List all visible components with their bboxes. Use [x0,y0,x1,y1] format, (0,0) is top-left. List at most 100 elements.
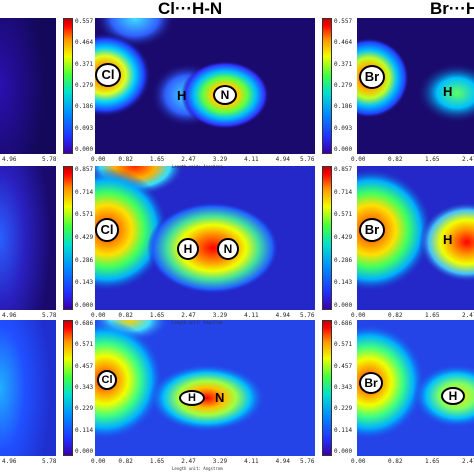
x-tick-label: 4.96 [2,312,17,319]
cl-atom-label: Cl [95,218,119,242]
colorbar-tick-label: 0.429 [75,234,94,241]
x-tick-label: 5.76 [300,458,315,465]
colorbar-row2-left [63,166,73,310]
x-tick-label: 3.29 [212,312,228,319]
colorbar-tick-label: 0.571 [75,341,94,349]
x-tick-label: 4.94 [275,458,291,465]
colorbar-row3-right [322,320,332,456]
x-tick-label: 0.82 [118,156,133,163]
colorbar-tick-label: 0.457 [334,362,353,370]
colorbar-tick-label: 0.286 [334,256,353,264]
colorbar-row3-left [63,320,73,456]
x-tick-label: 0.82 [388,312,403,319]
axis-unit-label: Length unit: Angstrom [172,320,223,325]
colorbar-tick-label: 0.457 [75,362,94,370]
x-tick-label: 0.82 [388,458,403,465]
x-tick-label: 5.76 [300,156,315,163]
map-center-row1: Cl H N [95,18,315,154]
x-tick-label: 5.78 [42,458,57,465]
colorbar-tick-label: 0.571 [334,341,353,349]
colorbar-tick-label: 0.093 [75,124,94,132]
x-tick-label: 0.00 [351,458,366,465]
x-tick-label: 2.47 [181,458,196,465]
axis-unit-label: Length unit: Angstrom [172,466,223,471]
colorbar-tick-label: 0.000 [334,146,353,153]
x-tick-label: 4.11 [244,156,259,163]
cl-atom-label: Cl [95,63,121,87]
x-tick-label: 4.11 [244,312,259,319]
colorbar-tick-label: 0.857 [75,166,94,173]
colorbar-tick-label: 0.343 [334,384,353,391]
title-br-h: Br···H [430,0,474,18]
cl-atom-label: Cl [97,370,117,390]
x-tick-label: 5.78 [42,312,57,319]
colorbar-tick-label: 0.229 [334,405,353,413]
x-tick-label: 0.00 [351,156,366,163]
colorbar-tick-label: 0.000 [334,448,353,455]
colorbar-tick-label: 0.557 [75,18,94,25]
x-tick-label: 4.96 [2,156,17,163]
h-atom-label: H [443,84,453,99]
x-tick-label: 0.00 [91,458,106,465]
x-tick-label: 0.00 [91,156,106,163]
colorbar-tick-label: 0.000 [75,146,94,153]
x-tick-label: 1.65 [149,156,165,163]
x-tick-label: 1.65 [149,458,165,465]
h-atom-label: H [177,238,199,260]
x-tick-label: 0.00 [351,312,366,319]
colorbar-tick-label: 0.429 [334,234,353,241]
x-tick-label: 4.11 [244,458,259,465]
colorbar-tick-label: 0.000 [334,302,353,309]
colorbar-tick-label: 0.371 [334,60,353,68]
colorbar-tick-label: 0.229 [75,405,94,413]
map-right-row2: Br H [357,166,474,310]
colorbar-tick-label: 0.093 [334,124,353,132]
colorbar-row2-right [322,166,332,310]
colorbar-tick-label: 0.343 [75,384,94,391]
colorbar-tick-label: 0.000 [75,448,94,455]
colorbar-tick-label: 0.464 [334,39,353,47]
colorbar-tick-label: 0.464 [75,39,94,47]
colorbar-tick-label: 0.286 [75,256,94,264]
x-tick-label: 1.65 [425,312,440,319]
n-atom-label: N [217,238,239,260]
br-atom-label: Br [359,218,385,242]
axis-unit-label: Length unit: Angstrom [172,164,223,169]
map-right-row1: Br H [357,18,474,154]
x-tick-label: 2.47 [181,156,196,163]
map-center-row3: Cl H N [95,320,315,456]
colorbar-tick-label: 0.114 [334,426,353,434]
x-tick-label: 0.82 [118,312,133,319]
x-tick-label: 4.96 [2,458,17,465]
x-tick-label: 5.76 [300,312,315,319]
x-tick-label: 2.47 [181,312,196,319]
x-tick-label: 4.94 [275,312,291,319]
x-tick-label: 0.82 [388,156,403,163]
colorbar-tick-label: 0.714 [75,188,94,196]
colorbar-tick-label: 0.686 [75,320,94,327]
colorbar-row1-right [322,18,332,154]
br-atom-label: Br [359,372,383,394]
br-atom-label: Br [359,65,385,89]
colorbar-tick-label: 0.186 [334,103,353,111]
map-left-row2 [0,166,56,310]
n-atom-label: N [215,390,225,405]
x-tick-label: 3.29 [212,156,228,163]
x-tick-label: 5.78 [42,156,57,163]
x-tick-label: 1.65 [425,458,440,465]
x-tick-label: 2.47 [462,458,474,465]
colorbar-tick-label: 0.686 [334,320,353,327]
colorbar-tick-label: 0.714 [334,188,353,196]
colorbar-tick-label: 0.371 [75,60,94,68]
map-left-row3 [0,320,56,456]
colorbar-tick-label: 0.857 [334,166,353,173]
x-tick-label: 0.00 [91,312,106,319]
map-left-row1 [0,18,56,154]
x-tick-label: 1.65 [149,312,165,319]
x-tick-label: 2.47 [462,156,474,163]
h-atom-label: H [441,387,465,405]
colorbar-tick-label: 0.279 [75,82,94,89]
colorbar-tick-label: 0.143 [75,279,94,287]
colorbar-tick-label: 0.143 [334,279,353,287]
colorbar-row1-left [63,18,73,154]
